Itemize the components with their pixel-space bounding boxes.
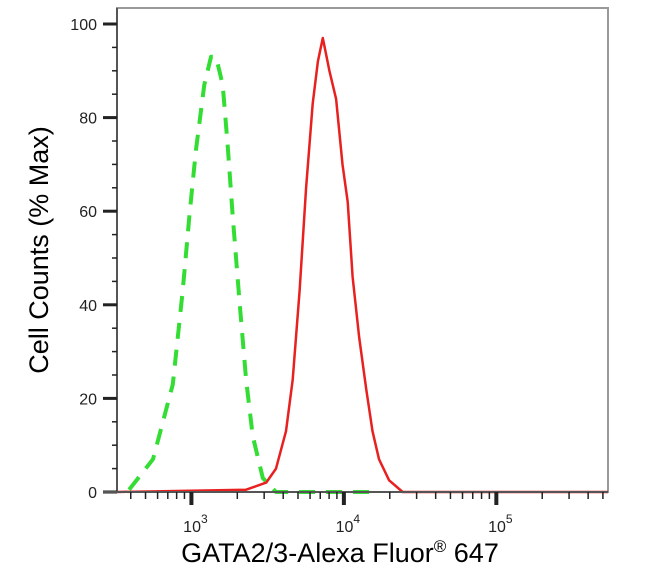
y-tick-label: 20 <box>79 391 97 408</box>
x-tick-label: 104 <box>336 512 361 536</box>
y-axis: 0 20 40 60 80 100 <box>70 8 118 502</box>
y-axis-label: Cell Counts (% Max) <box>24 126 54 374</box>
y-tick-label: 80 <box>79 111 97 128</box>
y-tick-label: 0 <box>88 485 97 502</box>
series-line-0 <box>127 54 375 494</box>
x-axis-label-suffix: 647 <box>446 538 499 568</box>
x-tick-label: 103 <box>183 512 208 536</box>
y-tick-label: 100 <box>70 17 97 34</box>
y-tick-label: 40 <box>79 298 97 315</box>
x-axis-label: GATA2/3-Alexa Fluor® 647 <box>181 537 499 568</box>
y-tick-label: 60 <box>79 204 97 221</box>
x-tick-label: 105 <box>488 512 513 536</box>
series-line-1 <box>116 36 608 494</box>
x-axis-label-registered: ® <box>434 537 447 556</box>
x-axis-label-main: GATA2/3-Alexa Fluor <box>181 538 434 568</box>
plot-area <box>116 7 609 494</box>
plot-frame <box>116 7 609 493</box>
x-axis: 103 104 105 <box>103 491 608 536</box>
